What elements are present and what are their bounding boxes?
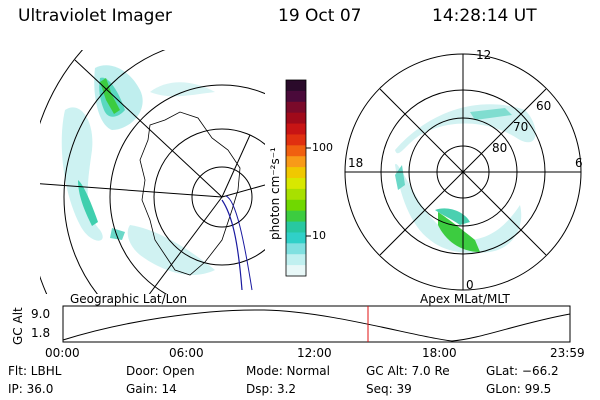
colorbar-segment [286, 156, 306, 168]
status-ip: IP: 36.0 [8, 382, 54, 396]
status-mode: Mode: Normal [246, 364, 330, 378]
colorbar-tick-10: 10 [312, 229, 326, 242]
colorbar-segment [286, 254, 306, 266]
mlt-label-12: 12 [476, 48, 492, 62]
app-title: Ultraviolet Imager [18, 6, 172, 26]
status-gain: Gain: 14 [126, 382, 177, 396]
orbit-xtick-0600: 06:00 [169, 346, 204, 360]
colorbar-segment [286, 188, 306, 201]
orbit-xtick-0000: 00:00 [45, 346, 80, 360]
colorbar-segment [286, 265, 306, 277]
status-door: Door: Open [126, 364, 195, 378]
mlt-label-18: 18 [348, 156, 364, 170]
status-glon: GLon: 99.5 [486, 382, 552, 396]
mlat-label-60: 60 [536, 99, 552, 113]
colorbar-segment [286, 167, 306, 179]
orbit-xtick-1800: 18:00 [422, 346, 457, 360]
orbit-xtick-1200: 12:00 [297, 346, 332, 360]
colorbar-segment [286, 123, 306, 135]
orbit-ytick-9: 9.0 [31, 307, 51, 321]
colorbar-segment [286, 101, 306, 114]
colorbar-segment [286, 112, 306, 125]
time-label: 14:28:14 UT [432, 6, 537, 26]
orbit-ylabel: GC Alt [11, 307, 25, 345]
right-map-caption: Apex MLat/MLT [420, 292, 510, 306]
colorbar-tick-100: 100 [312, 141, 333, 154]
colorbar-segment [286, 80, 306, 92]
colorbar-segment [286, 221, 306, 233]
colorbar-segment [286, 145, 306, 157]
colorbar-segment [286, 199, 306, 212]
left-map-caption: Geographic Lat/Lon [70, 292, 188, 306]
orbit-ytick-1-8: 1.8 [31, 326, 51, 340]
status-dsp: Dsp: 3.2 [246, 382, 297, 396]
status-glat: GLat: −66.2 [486, 364, 559, 378]
colorbar-segment [286, 90, 306, 103]
mlt-label-6: 6 [575, 156, 583, 170]
colorbar [286, 80, 311, 277]
colorbar-segment [286, 232, 306, 244]
colorbar-segment [286, 178, 306, 190]
mlat-label-80: 80 [492, 141, 508, 155]
date-label: 19 Oct 07 [278, 6, 362, 26]
colorbar-segment [286, 134, 306, 146]
colorbar-segment [286, 210, 306, 223]
status-gc-alt: GC Alt: 7.0 Re [366, 364, 450, 378]
status-flt: Flt: LBHL [8, 364, 62, 378]
mlat-label-70: 70 [513, 120, 529, 134]
orbit-xtick-2359: 23:59 [550, 346, 585, 360]
colorbar-unit-label: photon cm⁻²s⁻¹ [268, 147, 282, 240]
mlt-label-0: 0 [466, 278, 474, 292]
status-seq: Seq: 39 [366, 382, 412, 396]
colorbar-segment [286, 243, 306, 255]
